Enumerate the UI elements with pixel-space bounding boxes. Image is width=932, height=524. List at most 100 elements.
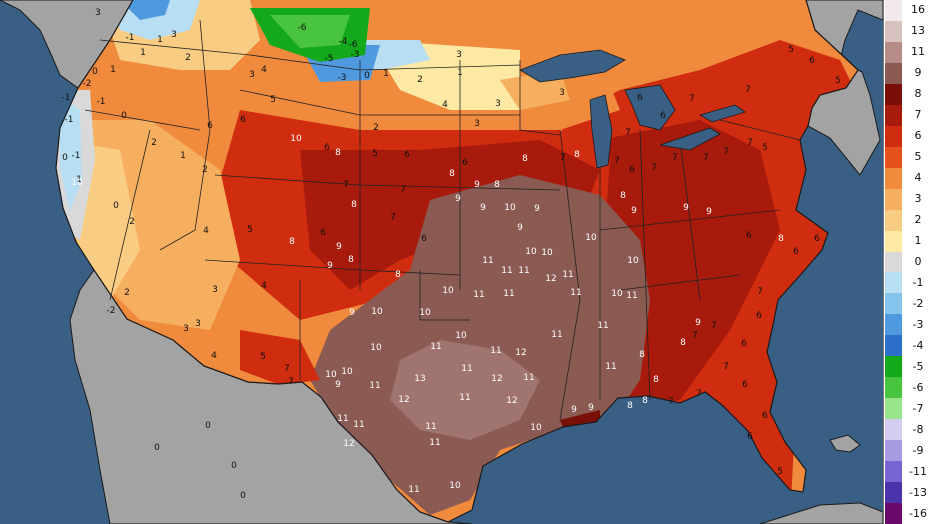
- anomaly-value-label: 6: [462, 158, 468, 168]
- legend-label: 3: [914, 192, 922, 206]
- anomaly-value-label: 11: [605, 362, 616, 372]
- anomaly-value-label: 11: [490, 346, 501, 356]
- lake-huron: [624, 84, 676, 131]
- legend-swatch: [885, 461, 902, 483]
- anomaly-value-label: 12: [545, 274, 556, 284]
- anomaly-value-label: 11: [459, 393, 470, 403]
- anomaly-value-label: 13: [414, 374, 425, 384]
- legend-label: 4: [914, 171, 922, 185]
- legend-label: -13: [909, 485, 927, 499]
- anomaly-value-label: 8: [289, 237, 295, 247]
- legend-label: 11: [911, 45, 925, 59]
- anomaly-value-label: 6: [404, 150, 410, 160]
- anomaly-value-label: 9: [336, 242, 342, 252]
- legend-swatch: [885, 62, 902, 84]
- legend-swatch: [885, 209, 902, 231]
- anomaly-value-label: 0: [113, 201, 119, 211]
- anomaly-value-label: 9: [534, 204, 540, 214]
- anomaly-value-label: 12: [398, 395, 409, 405]
- legend-entry: 7: [884, 104, 932, 126]
- anomaly-value-label: 11: [473, 290, 484, 300]
- anomaly-value-label: 3: [559, 88, 565, 98]
- anomaly-value-label: 7: [745, 85, 751, 95]
- anomaly-value-label: 2: [124, 288, 130, 298]
- legend-entry: 13: [884, 20, 932, 42]
- legend-entry: -9: [884, 440, 932, 462]
- legend-entry: -1: [884, 272, 932, 294]
- anomaly-value-label: 6: [747, 432, 753, 442]
- anomaly-value-label: 2: [185, 53, 191, 63]
- anomaly-value-label: 12: [491, 374, 502, 384]
- legend-entry: 6: [884, 125, 932, 147]
- legend-label: 7: [914, 108, 922, 122]
- legend-entry: 3: [884, 188, 932, 210]
- legend-entry: 9: [884, 62, 932, 84]
- legend-swatch: [885, 482, 902, 504]
- legend-label: 13: [911, 24, 925, 38]
- legend-swatch: [885, 440, 902, 462]
- anomaly-value-label: 9: [480, 203, 486, 213]
- legend-label: -6: [912, 380, 924, 394]
- anomaly-value-label: 7: [390, 213, 396, 223]
- anomaly-value-label: -2: [83, 79, 92, 89]
- anomaly-value-label: 9: [517, 223, 523, 233]
- anomaly-value-label: -2: [107, 306, 116, 316]
- legend-swatch: [885, 293, 902, 315]
- anomaly-value-label: -6: [298, 23, 307, 33]
- anomaly-value-label: -4: [339, 37, 348, 47]
- anomaly-value-label: 11: [562, 270, 573, 280]
- legend-entry: -16: [884, 503, 932, 524]
- anomaly-value-label: 9: [706, 207, 712, 217]
- anomaly-value-label: 11: [523, 373, 534, 383]
- anomaly-value-label: 0: [364, 71, 370, 81]
- anomaly-value-label: 9: [474, 180, 480, 190]
- anomaly-value-label: 2: [417, 75, 423, 85]
- legend-entry: -2: [884, 293, 932, 315]
- anomaly-value-label: 8: [680, 338, 686, 348]
- legend-entry: -7: [884, 398, 932, 420]
- anomaly-value-label: 7: [689, 94, 695, 104]
- anomaly-value-label: 7: [711, 321, 717, 331]
- anomaly-value-label: 8: [522, 154, 528, 164]
- anomaly-value-label: 10: [627, 256, 639, 266]
- anomaly-value-label: 2: [373, 123, 379, 133]
- legend-swatch: [885, 167, 902, 189]
- anomaly-value-label: 11: [429, 438, 440, 448]
- anomaly-value-label: 11: [626, 291, 637, 301]
- anomaly-value-label: 3: [183, 324, 189, 334]
- anomaly-value-label: 5: [835, 76, 841, 86]
- anomaly-value-label: 10: [530, 423, 542, 433]
- anomaly-value-label: 10: [71, 178, 83, 188]
- legend-swatch: [885, 335, 902, 357]
- anomaly-value-label: 3: [249, 70, 255, 80]
- legend-swatch: [885, 272, 902, 294]
- legend-label: -16: [909, 506, 927, 520]
- legend-label: -1: [912, 275, 924, 289]
- anomaly-value-label: 12: [515, 348, 526, 358]
- anomaly-value-label: 10: [541, 248, 553, 258]
- anomaly-value-label: 7: [625, 128, 631, 138]
- anomaly-value-label: 1: [180, 151, 186, 161]
- anomaly-value-label: 0: [62, 153, 68, 163]
- legend-swatch: [885, 125, 902, 147]
- us-border: [55, 0, 859, 523]
- anomaly-value-label: 6: [809, 56, 815, 66]
- anomaly-value-label: 5: [260, 352, 266, 362]
- anomaly-value-label: 6: [421, 234, 427, 244]
- legend-entry: -11: [884, 461, 932, 483]
- anomaly-value-label: -1: [126, 33, 135, 43]
- legend-entry: -4: [884, 335, 932, 357]
- anomaly-value-label: 0: [231, 461, 237, 471]
- legend-label: 5: [914, 150, 922, 164]
- anomaly-value-label: 7: [668, 397, 674, 407]
- anomaly-value-label: 9: [588, 403, 594, 413]
- anomaly-value-label: 0: [121, 111, 127, 121]
- anomaly-value-label: 3: [195, 319, 201, 329]
- legend-swatch: [885, 377, 902, 399]
- anomaly-value-label: 6: [814, 234, 820, 244]
- legend-entry: 4: [884, 167, 932, 189]
- anomaly-value-label: 6: [793, 247, 799, 257]
- anomaly-value-label: 7: [614, 156, 620, 166]
- legend-label: -4: [912, 338, 924, 352]
